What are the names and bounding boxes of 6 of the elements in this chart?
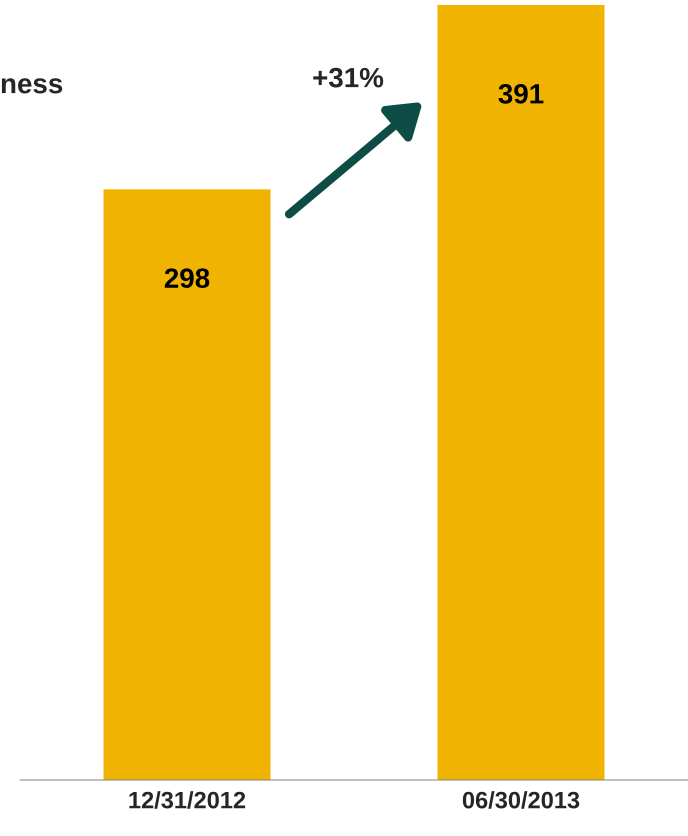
x-tick-label: 06/30/2013 <box>462 791 580 809</box>
annotation: +31% <box>313 68 384 88</box>
data-label: 391 <box>498 84 544 104</box>
annotation: ness <box>2 78 62 94</box>
x-tick-label: 12/31/2012 <box>129 791 246 809</box>
data-label: 298 <box>164 268 210 288</box>
